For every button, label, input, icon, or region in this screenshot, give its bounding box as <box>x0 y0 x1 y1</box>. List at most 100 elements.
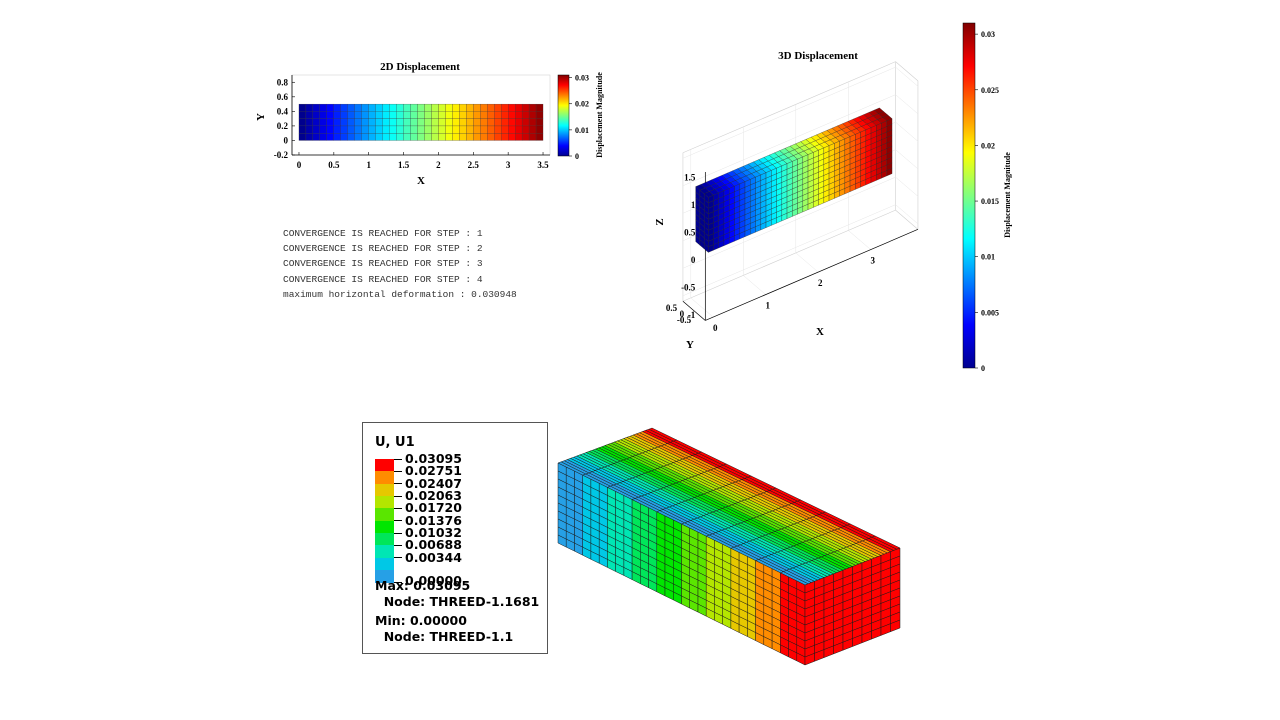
legend-tick <box>394 544 402 546</box>
plot3d-box-edge <box>895 209 919 230</box>
plot2d-cell <box>410 111 418 119</box>
plot2d-cell <box>361 111 369 119</box>
plot2d-cell <box>312 118 321 127</box>
plot3d-ytick-label: 0 <box>680 309 685 319</box>
plot3d-cbar-label: 0.03 <box>981 30 995 39</box>
plot3d-front-cell <box>886 118 893 127</box>
plot2d-cell <box>438 111 446 119</box>
plot2d-cell <box>445 125 453 134</box>
legend-swatch <box>375 570 394 583</box>
plot2d-xlabel: X <box>417 175 425 187</box>
plot2d-cell <box>452 118 460 127</box>
plot2d-cell <box>521 103 530 112</box>
plot2d-cell <box>347 118 355 127</box>
plot2d-cell <box>410 118 418 127</box>
plot2d-cell <box>417 103 425 112</box>
legend-swatch <box>375 496 394 509</box>
plot2d-cell <box>396 111 404 119</box>
legend-swatch <box>375 533 394 546</box>
plot2d-cell <box>424 111 432 119</box>
legend-swatch <box>375 545 394 558</box>
plot2d-cell <box>431 111 439 119</box>
plot2d-cell <box>375 103 383 112</box>
plot3d-xtick-label: 2 <box>818 278 823 288</box>
plot2d-cell <box>333 125 341 134</box>
plot2d-cell <box>382 118 390 127</box>
plot3d-xlabel: X <box>816 326 824 338</box>
plot2d-cell <box>501 125 509 134</box>
plot2d-cell <box>528 118 537 127</box>
plot2d-cell <box>347 125 355 134</box>
plot3d-cbar-label: 0.02 <box>981 141 995 150</box>
plot2d-cell <box>508 125 516 134</box>
plot2d-cell <box>368 118 376 127</box>
plot2d-cell <box>403 125 411 134</box>
plot2d-cell <box>438 133 446 141</box>
plot2d-ytick-label: 0.6 <box>277 92 289 102</box>
plot2d-cell <box>417 125 425 134</box>
plot3d-cbar-label: 0.01 <box>981 253 995 262</box>
plot2d-cell <box>521 133 530 141</box>
plot2d-cell <box>389 111 397 119</box>
plot2d-cell <box>452 125 460 134</box>
plot2d-cell <box>535 125 544 134</box>
plot3d-grid <box>895 176 919 197</box>
plot2d-cell <box>431 118 439 127</box>
plot2d-cell <box>368 111 376 119</box>
plot2d-cell <box>473 118 481 127</box>
legend-title: U, U1 <box>375 435 415 450</box>
console-line: CONVERGENCE IS REACHED FOR STEP : 1 <box>283 228 483 239</box>
plot2d-cell <box>417 133 425 141</box>
plot2d-cell <box>354 111 362 119</box>
plot3d-grid <box>795 252 819 273</box>
plot2d-cell <box>368 133 376 141</box>
plot2d-cbar-label: 0.01 <box>575 126 589 135</box>
plot2d-cell <box>494 125 502 134</box>
plot2d-cell <box>487 118 495 127</box>
plot2d-cell <box>466 111 474 119</box>
plot2d-xtick-label: 1 <box>366 160 371 170</box>
plot2d-cell <box>312 103 321 112</box>
plot2d-cell <box>354 133 362 141</box>
plot2d-xtick-label: 0 <box>297 160 302 170</box>
plot2d-cell <box>535 103 544 112</box>
plot2d-cell <box>452 103 460 112</box>
plot2d-cell <box>305 111 314 119</box>
legend-value: 0.00688 <box>405 537 462 553</box>
plot3d-grid <box>848 230 871 250</box>
plot2d-cell <box>382 111 390 119</box>
plot2d-cell <box>521 111 530 119</box>
plot2d-cell <box>424 125 432 134</box>
legend-tick <box>394 495 402 497</box>
plot2d-cell <box>396 133 404 141</box>
plot2d-cell <box>389 118 397 127</box>
fea-end-cell <box>890 619 901 633</box>
plot2d-cell <box>326 118 334 127</box>
legend-swatch <box>375 471 394 484</box>
plot2d-cell <box>445 118 453 127</box>
plot2d-cell <box>361 118 369 127</box>
plot3d-end-cell <box>695 186 701 197</box>
plot3d-grid <box>690 297 714 318</box>
plot3d-colorbar-ticks: 0.03 0.025 0.02 0.015 0.01 0.005 0 <box>975 30 999 373</box>
plot2d-cell <box>480 111 488 119</box>
plot3d-ylabel: Y <box>686 339 694 351</box>
plot2d-cell <box>508 133 516 141</box>
legend-value: 0.01032 <box>405 525 462 541</box>
plot2d-cell <box>298 133 307 141</box>
plot2d-cell <box>438 103 446 112</box>
plot2d-cell <box>319 111 327 119</box>
plot2d-xtick-label: 1.5 <box>398 160 410 170</box>
plot2d-xtick-label: 3.5 <box>537 160 549 170</box>
plot2d-cell <box>417 111 425 119</box>
fea-legend: U, U1 0.03095 0.02751 0.02407 0.02063 0.0172… <box>362 422 548 654</box>
plot2d-cell <box>340 125 348 134</box>
plot2d-cell <box>305 125 314 134</box>
plot2d-cell <box>494 118 502 127</box>
plot2d-ytick-label: 0.2 <box>277 121 289 131</box>
plot2d-cell <box>521 125 530 134</box>
plot2d-cell <box>494 133 502 141</box>
plot2d-cell <box>424 133 432 141</box>
plot2d-cell <box>501 103 509 112</box>
plot3d-xtick-label: 3 <box>870 256 875 266</box>
